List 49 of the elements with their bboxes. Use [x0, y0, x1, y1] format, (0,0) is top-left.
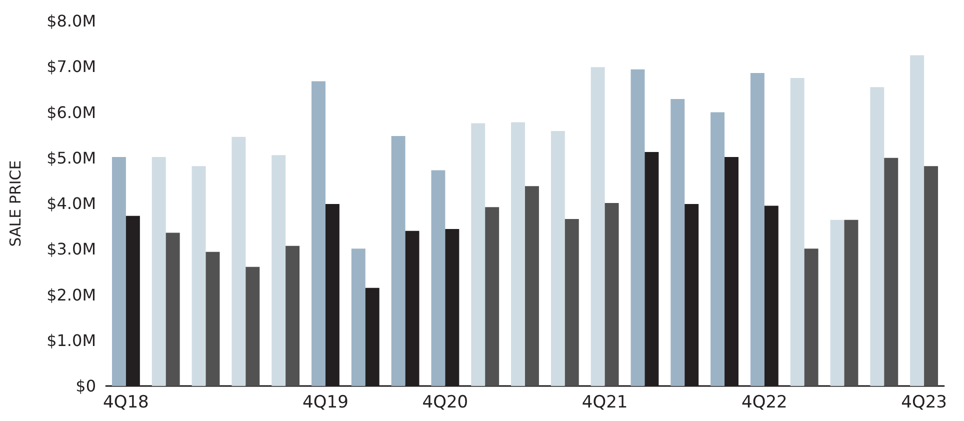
- bar: [351, 248, 366, 386]
- x-tick-label: 4Q22: [742, 392, 788, 412]
- bar: [804, 248, 818, 386]
- bar: [431, 170, 446, 386]
- x-tick-label: 4Q21: [582, 392, 628, 412]
- y-tick-label: $7.0M: [46, 57, 96, 76]
- x-tick-label: 4Q23: [901, 392, 947, 412]
- y-tick-label: $8.0M: [46, 12, 96, 30]
- bar: [471, 123, 486, 386]
- bar: [272, 155, 286, 386]
- y-axis-title: SALE PRICE: [6, 160, 24, 247]
- bar: [232, 136, 246, 386]
- bar: [246, 266, 260, 386]
- x-tick-label: 4Q19: [302, 392, 348, 412]
- bar: [924, 166, 938, 386]
- bar: [710, 112, 725, 386]
- bar: [485, 207, 500, 386]
- bar: [166, 232, 180, 386]
- bar: [790, 78, 804, 386]
- bar: [192, 166, 206, 386]
- y-tick-label: $1.0M: [46, 330, 96, 350]
- bar: [112, 156, 126, 386]
- bar: [750, 73, 764, 386]
- bar: [550, 130, 565, 386]
- y-tick-label: $5.0M: [46, 148, 96, 168]
- bar: [590, 67, 605, 386]
- bar: [152, 156, 166, 386]
- x-tick-label: 4Q18: [103, 392, 149, 412]
- y-tick-label: $0: [76, 376, 96, 396]
- bar: [884, 158, 898, 386]
- bar: [870, 87, 884, 386]
- y-tick-label: $3.0M: [46, 240, 96, 259]
- bar: [910, 55, 924, 386]
- y-tick-label: $4.0M: [46, 194, 96, 213]
- bar: [670, 99, 685, 386]
- bar: [391, 136, 406, 386]
- bar: [564, 219, 579, 386]
- bar: [312, 81, 326, 386]
- y-tick-label: $6.0M: [46, 102, 96, 122]
- bar: [630, 69, 645, 386]
- bar: [511, 122, 525, 386]
- x-tick-label: 4Q20: [422, 392, 468, 412]
- bar: [206, 252, 220, 386]
- y-tick-label: $2.0M: [46, 285, 96, 304]
- bar: [604, 203, 619, 386]
- bar: [286, 246, 300, 386]
- bar: [525, 186, 539, 386]
- bar: [844, 220, 858, 386]
- bar: [830, 220, 844, 386]
